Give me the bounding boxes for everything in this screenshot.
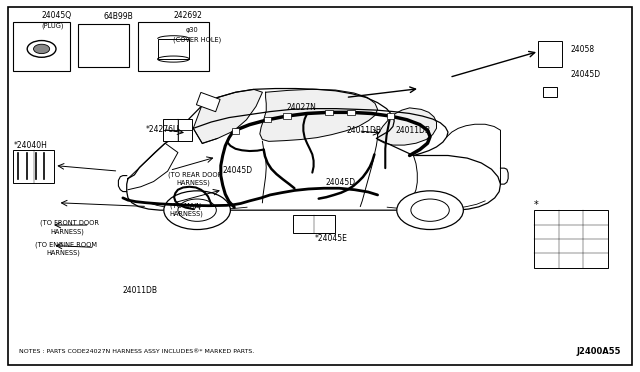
Text: J2400A55: J2400A55 [576,347,621,356]
Polygon shape [193,89,262,143]
Bar [163,119,192,141]
Bar [283,113,291,119]
Polygon shape [378,108,436,145]
Text: HARNESS): HARNESS) [50,228,84,235]
Circle shape [397,191,463,230]
Text: *24040H: *24040H [14,141,48,150]
Text: (TO REAR DOOR: (TO REAR DOOR [168,171,222,178]
Text: 24045Q: 24045Q [42,11,72,20]
Text: 24045D: 24045D [571,70,601,79]
Text: 24058: 24058 [571,45,595,54]
Bar [293,215,335,232]
Bar [264,117,271,122]
Circle shape [33,44,50,54]
Text: HARNESS): HARNESS) [46,250,80,256]
Text: (TO FRONT DOOR: (TO FRONT DOOR [40,220,99,227]
Bar [347,110,355,115]
Text: 24011DB: 24011DB [123,286,158,295]
Polygon shape [260,89,378,141]
Text: 64B99B: 64B99B [104,12,133,21]
Bar [538,41,562,67]
Text: (PLUG): (PLUG) [42,23,64,29]
Bar [232,128,239,134]
Bar [196,92,220,112]
Bar [157,39,189,59]
Text: NOTES : PARTS CODE24027N HARNESS ASSY INCLUDES®* MARKED PARTS.: NOTES : PARTS CODE24027N HARNESS ASSY IN… [19,349,255,354]
Text: *24045E: *24045E [315,234,348,243]
Text: (TO MAIN: (TO MAIN [170,202,200,209]
Text: 242692: 242692 [173,11,202,20]
Bar [387,113,394,119]
Text: 24045D: 24045D [325,178,355,187]
Bar [543,87,557,97]
Text: φ30: φ30 [186,27,198,33]
Bar [534,210,608,268]
Bar [138,22,209,71]
Text: 24011DB: 24011DB [347,126,382,135]
Bar [325,110,333,115]
Circle shape [28,41,56,57]
Circle shape [178,199,216,221]
Text: (COVER HOLE): (COVER HOLE) [173,37,221,44]
Text: HARNESS): HARNESS) [170,210,204,217]
Text: *24276U: *24276U [146,125,179,134]
Text: 24011DB: 24011DB [396,126,431,135]
Circle shape [411,199,449,221]
Text: 24045D: 24045D [223,166,253,175]
Text: (TO ENGINE ROOM: (TO ENGINE ROOM [35,241,97,248]
Text: *: * [534,200,539,209]
Bar [13,22,70,71]
Text: HARNESS): HARNESS) [176,180,210,186]
Bar [13,150,54,183]
Text: 24027N: 24027N [287,103,317,112]
Bar [78,24,129,67]
Circle shape [164,191,230,230]
